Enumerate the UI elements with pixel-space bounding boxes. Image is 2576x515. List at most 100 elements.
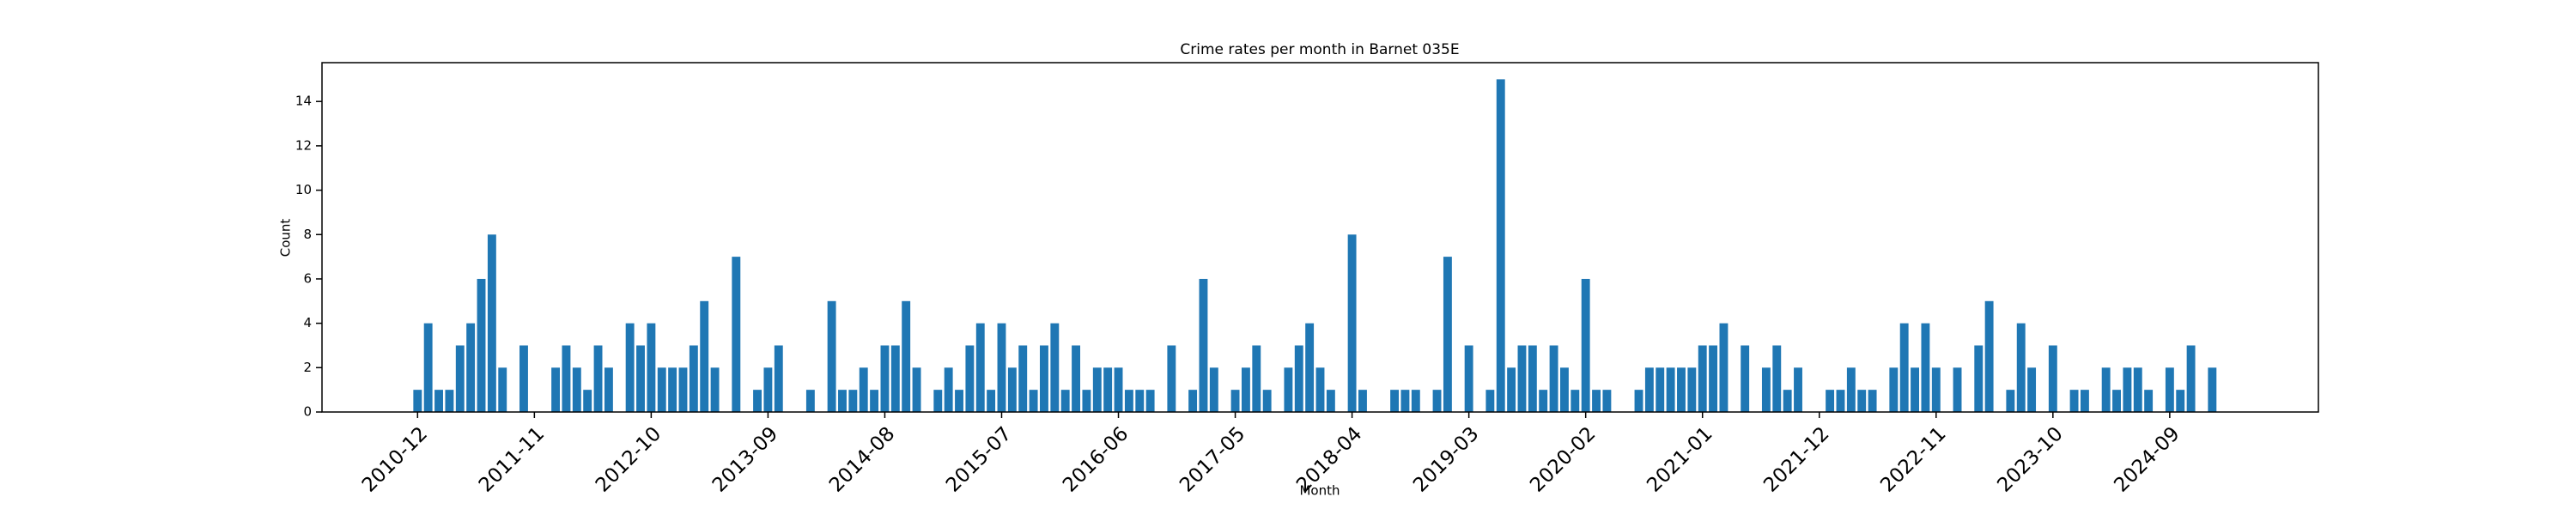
bar — [1846, 367, 1856, 412]
bar — [1315, 367, 1325, 412]
x-tick-label: 2022-11 — [1876, 422, 1950, 496]
bar — [1549, 345, 1558, 412]
bar — [572, 367, 581, 412]
bar — [413, 390, 422, 412]
bar — [1103, 367, 1113, 412]
bar — [890, 345, 900, 412]
bar — [1836, 390, 1845, 412]
bar — [1953, 367, 1962, 412]
bar — [1358, 390, 1367, 412]
x-tick-label: 2024-09 — [2110, 422, 2184, 496]
x-tick-label: 2017-05 — [1176, 422, 1249, 496]
x-tick-label: 2021-12 — [1759, 422, 1833, 496]
bar — [1135, 390, 1145, 412]
bar — [1145, 390, 1155, 412]
bar — [519, 345, 528, 412]
bar — [657, 367, 666, 412]
bar — [1592, 390, 1601, 412]
bar — [1868, 390, 1877, 412]
bar — [1241, 367, 1250, 412]
x-tick-label: 2010-12 — [358, 422, 432, 496]
y-tick-label: 10 — [295, 182, 312, 197]
x-tick-label: 2011-11 — [475, 422, 549, 496]
y-tick-label: 6 — [303, 270, 312, 286]
bar — [912, 367, 921, 412]
bar — [1911, 367, 1919, 412]
bar — [1761, 367, 1771, 412]
bar — [1974, 345, 1984, 412]
bar — [1772, 345, 1782, 412]
x-tick-label: 2016-06 — [1059, 422, 1133, 496]
x-tick-label: 2013-09 — [708, 422, 782, 496]
bar — [455, 345, 465, 412]
bar — [1092, 367, 1102, 412]
bar — [678, 367, 688, 412]
bar — [933, 390, 943, 412]
bar — [1528, 345, 1537, 412]
bar — [710, 367, 720, 412]
bar — [1666, 367, 1675, 412]
bar — [2186, 345, 2196, 412]
y-axis-label: Count — [278, 219, 294, 258]
bar — [1326, 390, 1335, 412]
x-tick-label: 2012-10 — [592, 422, 665, 496]
bar — [1347, 234, 1357, 412]
bar — [774, 345, 783, 412]
bar — [1984, 300, 1994, 412]
bar — [1199, 278, 1208, 412]
x-tick-label: 2014-08 — [825, 422, 899, 496]
bar — [700, 300, 709, 412]
bar — [1496, 79, 1505, 412]
bar — [2165, 367, 2174, 412]
bar — [2101, 367, 2111, 412]
bar — [1698, 345, 1707, 412]
bar — [1656, 367, 1665, 412]
x-tick-label: 2020-02 — [1526, 422, 1600, 496]
bar — [732, 257, 741, 412]
bar — [1432, 390, 1442, 412]
bar — [1559, 367, 1569, 412]
bar — [2006, 390, 2015, 412]
bar — [551, 367, 561, 412]
bar — [2016, 323, 2026, 412]
bar — [668, 367, 677, 412]
bar — [1400, 390, 1410, 412]
y-tick-label: 2 — [303, 360, 312, 375]
bar — [1072, 345, 1081, 412]
bar — [1305, 323, 1315, 412]
bar — [902, 300, 911, 412]
bar — [2080, 390, 2089, 412]
bar — [477, 278, 486, 412]
y-tick-label: 12 — [295, 137, 312, 153]
bar — [1209, 367, 1218, 412]
bar — [1411, 390, 1420, 412]
bar — [753, 390, 762, 412]
bar — [434, 390, 443, 412]
bar — [2144, 390, 2154, 412]
bar — [1687, 367, 1697, 412]
bar — [805, 390, 815, 412]
bar — [625, 323, 635, 412]
x-tick-label: 2015-07 — [942, 422, 1016, 496]
bar — [1783, 390, 1792, 412]
bar — [2208, 367, 2217, 412]
bar — [498, 367, 507, 412]
bar — [1443, 257, 1452, 412]
bar — [1114, 367, 1123, 412]
bar — [1794, 367, 1802, 412]
bar — [636, 345, 645, 412]
bar — [1262, 390, 1272, 412]
bar — [1602, 390, 1612, 412]
bar — [987, 390, 996, 412]
bar — [1124, 390, 1133, 412]
bar — [1857, 390, 1867, 412]
x-tick-label: 2023-10 — [1993, 422, 2067, 496]
bar — [1252, 345, 1261, 412]
bar — [1539, 390, 1548, 412]
bar — [1390, 390, 1400, 412]
bar — [1571, 390, 1580, 412]
bar — [1188, 390, 1198, 412]
bar — [647, 323, 656, 412]
bar — [593, 345, 603, 412]
bar — [965, 345, 975, 412]
